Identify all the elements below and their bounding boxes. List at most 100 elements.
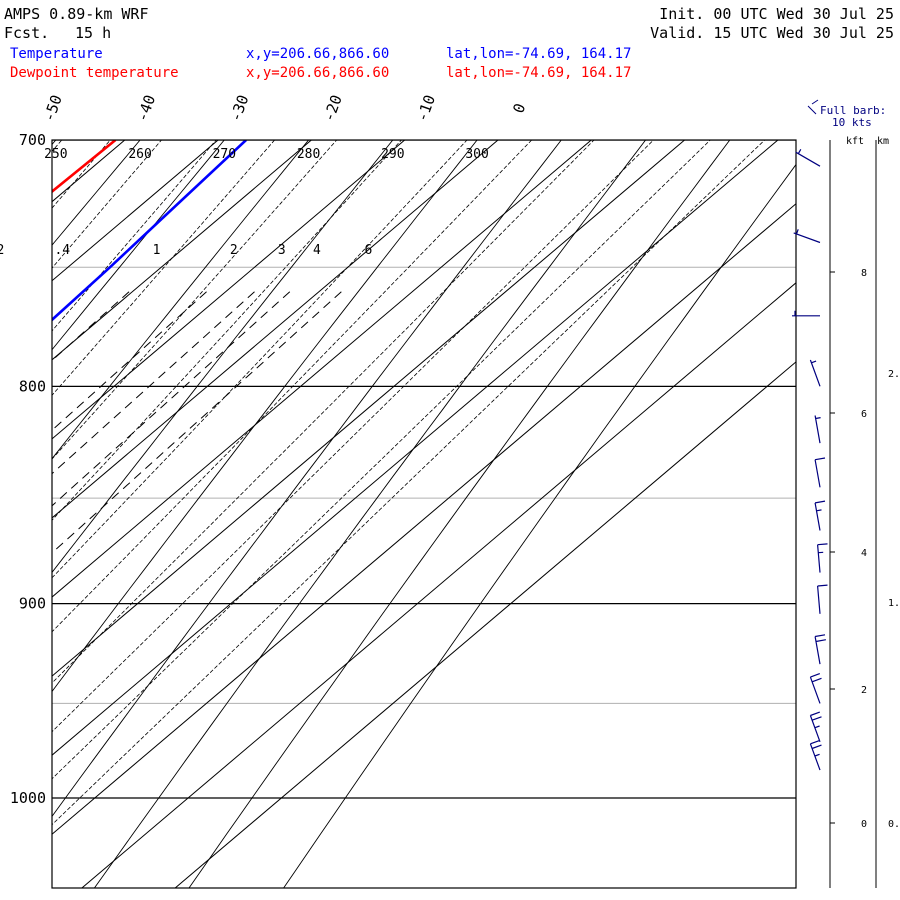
- isotherm: [52, 140, 592, 598]
- dry-adiabat: [52, 140, 310, 460]
- wind-barb: [795, 149, 821, 167]
- kft-tick: 6: [861, 409, 867, 420]
- isotherm: [52, 140, 499, 519]
- isotherm: [52, 203, 796, 835]
- temperature-curve: [52, 140, 247, 322]
- dry-adiabat: [52, 140, 57, 146]
- mixing-ratio-label: .2: [0, 243, 4, 258]
- legend-temperature: Temperature: [10, 46, 103, 62]
- model-title: AMPS 0.89-km WRF: [4, 5, 149, 23]
- moist-adiabat: [52, 140, 766, 826]
- moist-adiabat: [52, 140, 595, 684]
- dry-adiabat: [52, 140, 225, 351]
- wind-barb: [809, 673, 822, 704]
- dry-adiabat: [188, 140, 731, 888]
- legend-temperature-xy: x,y=206.66,866.60: [246, 46, 389, 62]
- theta-label: 260: [128, 147, 151, 162]
- dry-adiabat: [52, 140, 478, 693]
- axes: 7008009001000-70-60-50-40-30-20-10022023…: [0, 92, 900, 889]
- moist-adiabat: [52, 140, 338, 460]
- temperature-label: -30: [226, 92, 252, 124]
- dry-adiabat: [283, 163, 796, 888]
- wind-barb: [809, 739, 822, 771]
- pressure-label: 700: [19, 131, 46, 149]
- plot-frame: [51, 139, 797, 889]
- moist-adiabat: [52, 140, 276, 396]
- dry-adiabat: [52, 140, 394, 574]
- wind-barbs: [792, 149, 828, 771]
- mixing-ratio-label: 6: [365, 243, 373, 258]
- wind-barb: [809, 711, 822, 743]
- pressure-label: 800: [19, 377, 46, 395]
- dry-adiabat: [0, 87, 18, 900]
- km-tick: 1.: [888, 598, 900, 609]
- km-label: km: [877, 136, 889, 147]
- moist-adiabat: [52, 140, 402, 521]
- wind-barb: [814, 500, 826, 531]
- wind-barb: [809, 359, 821, 387]
- pressure-label: 900: [19, 595, 46, 613]
- legend-dewpoint: Dewpoint temperature: [10, 65, 179, 81]
- isotherm: [0, 140, 32, 888]
- mixing-ratio-label: .4: [54, 243, 70, 258]
- forecast-value: 15 h: [75, 24, 111, 42]
- kft-label: kft: [846, 136, 864, 147]
- wind-barb: [792, 310, 820, 317]
- wind-barb: [793, 229, 821, 244]
- moist-adiabat: [0, 87, 17, 900]
- moist-adiabat: [52, 140, 711, 780]
- kft-tick: 0: [861, 819, 867, 830]
- mixing-ratio-label: 2: [230, 243, 238, 258]
- wind-barb: [814, 415, 821, 444]
- isotherm: [52, 140, 779, 756]
- temperature-label: 0: [509, 101, 529, 116]
- theta-label: 270: [213, 147, 236, 162]
- kft-tick: 2: [861, 685, 867, 696]
- moist-adiabat: [52, 140, 533, 633]
- moist-adiabat: [52, 140, 63, 152]
- wind-barb: [817, 584, 828, 614]
- legend-dewpoint-latlon: lat,lon=-74.69, 164.17: [446, 65, 631, 81]
- legend-temperature-latlon: lat,lon=-74.69, 164.17: [446, 46, 631, 62]
- moist-adiabat: [52, 140, 655, 733]
- km-tick: 2.: [888, 369, 900, 380]
- pressure-label: 1000: [10, 789, 46, 807]
- kft-tick: 8: [861, 268, 867, 279]
- isotherm: [52, 140, 685, 677]
- temperature-label: -10: [413, 92, 439, 124]
- barb-note-line2: 10 kts: [832, 116, 872, 129]
- theta-label: 250: [44, 147, 67, 162]
- wind-barb: [817, 543, 828, 573]
- kft-tick: 4: [861, 548, 867, 559]
- dry-adiabat: [93, 140, 647, 888]
- isotherm: [174, 361, 796, 888]
- theta-label: 280: [297, 147, 320, 162]
- temperature-label: -20: [320, 92, 346, 124]
- isotherm: [52, 140, 406, 440]
- barb-note-icon: [807, 99, 819, 115]
- temperature-label: -50: [40, 92, 66, 124]
- theta-label: 290: [381, 147, 404, 162]
- legend-dewpoint-xy: x,y=206.66,866.60: [246, 65, 389, 81]
- profile-curves: [52, 140, 247, 322]
- isotherm: [81, 282, 796, 888]
- moist-adiabat: [52, 140, 217, 332]
- km-tick: 0.: [888, 819, 900, 830]
- isotherm: [52, 140, 312, 361]
- mixing-ratio-label: 3: [278, 243, 286, 258]
- mixing-ratio-label: 4: [313, 243, 321, 258]
- thermo-grid: [0, 87, 796, 900]
- dry-adiabat: [52, 140, 562, 818]
- theta-label: 300: [465, 147, 488, 162]
- barb-note-line1: Full barb:: [820, 104, 886, 117]
- wind-barb: [814, 634, 827, 665]
- moist-adiabat: [52, 140, 468, 579]
- isotherm: [52, 140, 219, 282]
- mixing-ratio-label: 1: [153, 243, 161, 258]
- forecast-label: Fcst.: [4, 24, 49, 42]
- wind-barb: [814, 457, 826, 488]
- temperature-label: -40: [133, 92, 159, 124]
- valid-time: Valid. 15 UTC Wed 30 Jul 25: [650, 24, 894, 42]
- init-time: Init. 00 UTC Wed 30 Jul 25: [659, 5, 894, 23]
